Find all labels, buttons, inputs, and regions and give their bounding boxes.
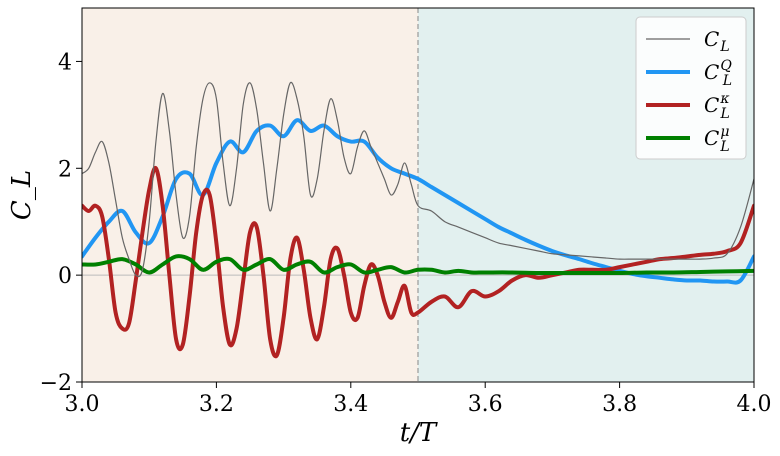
legend-box — [635, 16, 747, 160]
y-tick-label: 4 — [58, 50, 72, 75]
x-tick-label: 3.8 — [602, 392, 637, 417]
axis-ticks: 3.0 3.2 3.4 3.6 3.8 4.0 −2 0 2 4 — [40, 50, 772, 417]
series-line-1 — [82, 81, 754, 278]
legend-entry-label: Cκ L — [704, 91, 730, 122]
series-layer — [82, 81, 754, 359]
legend-entry-label: Cμ L — [704, 124, 730, 155]
series-line-3 — [82, 166, 754, 359]
shaded-region-1 — [82, 8, 418, 382]
plot-frame — [81, 7, 755, 383]
x-tick-label: 4.0 — [737, 392, 772, 417]
x-tick-label: 3.6 — [468, 392, 503, 417]
x-tick-label: 3.2 — [199, 392, 234, 417]
x-tick-label: 3.0 — [65, 392, 100, 417]
legend: CL CQ LCκ LCμ L — [635, 16, 747, 160]
series-line-4 — [82, 254, 754, 276]
y-axis-label-group: C_L — [7, 170, 37, 220]
y-tick-label: −2 — [40, 371, 72, 396]
y-tick-label: 2 — [58, 157, 72, 182]
legend-entry-label: CL — [704, 27, 730, 55]
y-tick-label: 0 — [58, 264, 72, 289]
x-axis-label: t/T — [400, 418, 438, 448]
legend-entry-label: CQ L — [704, 58, 732, 89]
x-tick-label: 3.4 — [333, 392, 368, 417]
y-axis-label: C_L — [7, 170, 37, 220]
